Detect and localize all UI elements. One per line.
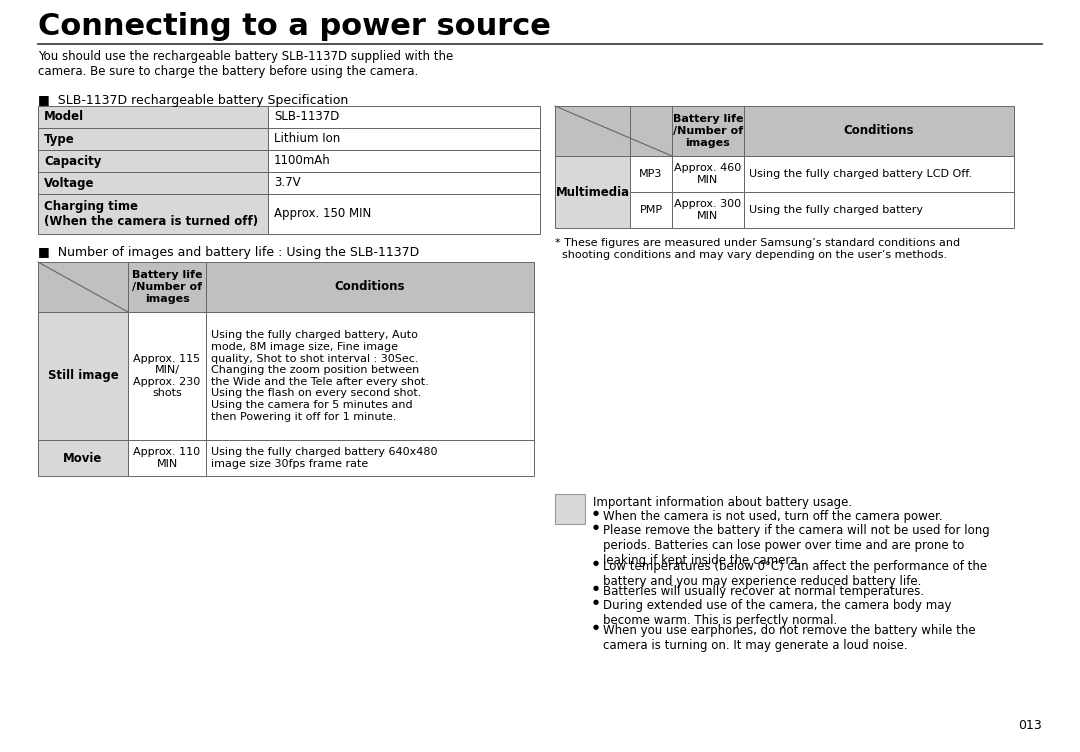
Text: ■  SLB-1137D rechargeable battery Specification: ■ SLB-1137D rechargeable battery Specifi… (38, 94, 348, 107)
Bar (206, 312, 534, 440)
Bar (268, 106, 540, 128)
Text: Approx. 460
MIN: Approx. 460 MIN (674, 163, 742, 185)
Text: Type: Type (44, 132, 75, 145)
Text: When the camera is not used, turn off the camera power.: When the camera is not used, turn off th… (603, 510, 943, 523)
Bar (38, 106, 268, 128)
Bar (555, 106, 630, 156)
Bar (744, 106, 1014, 156)
Bar (129, 312, 206, 440)
Text: Movie: Movie (64, 451, 103, 465)
Polygon shape (561, 502, 580, 519)
Text: Please remove the battery if the camera will not be used for long
periods. Batte: Please remove the battery if the camera … (603, 524, 989, 567)
Text: ●: ● (593, 524, 599, 530)
Bar (206, 440, 534, 476)
Bar (672, 106, 744, 156)
Bar (268, 150, 540, 172)
Text: MP3: MP3 (639, 169, 663, 179)
Text: * These figures are measured under Samsung’s standard conditions and
  shooting : * These figures are measured under Samsu… (555, 238, 960, 259)
Text: During extended use of the camera, the camera body may
become warm. This is perf: During extended use of the camera, the c… (603, 599, 951, 627)
Text: Batteries will usually recover at normal temperatures.: Batteries will usually recover at normal… (603, 585, 924, 598)
Bar (129, 262, 206, 312)
Bar (268, 128, 540, 150)
Text: Approx. 300
MIN: Approx. 300 MIN (674, 199, 742, 221)
Text: SLB-1137D: SLB-1137D (274, 111, 339, 123)
Text: Using the fully charged battery, Auto
mode, 8M image size, Fine image
quality, S: Using the fully charged battery, Auto mo… (211, 330, 429, 422)
Text: Using the fully charged battery: Using the fully charged battery (750, 205, 923, 215)
Bar (38, 128, 268, 150)
Text: Important information about battery usage.: Important information about battery usag… (593, 496, 852, 509)
Bar (268, 194, 540, 234)
Text: 3.7V: 3.7V (274, 177, 300, 190)
Text: Still image: Still image (48, 369, 119, 383)
Bar (555, 494, 585, 524)
Text: Approx. 150 MIN: Approx. 150 MIN (274, 208, 372, 220)
Text: 013: 013 (1018, 719, 1042, 732)
Bar (38, 150, 268, 172)
Text: ●: ● (593, 599, 599, 605)
Text: Battery life
/Number of
images: Battery life /Number of images (132, 271, 202, 304)
Bar (672, 192, 744, 228)
Bar (38, 312, 129, 440)
Bar (744, 156, 1014, 192)
Text: ●: ● (593, 585, 599, 591)
Bar (38, 194, 268, 234)
Text: ●: ● (593, 510, 599, 516)
Bar (38, 262, 129, 312)
Bar (630, 156, 672, 192)
Text: Lithium Ion: Lithium Ion (274, 132, 340, 145)
Text: Voltage: Voltage (44, 177, 95, 190)
Text: ●: ● (593, 624, 599, 630)
Text: Connecting to a power source: Connecting to a power source (38, 12, 551, 41)
Text: Conditions: Conditions (335, 280, 405, 293)
Bar (630, 192, 672, 228)
Text: PMP: PMP (639, 205, 662, 215)
Text: When you use earphones, do not remove the battery while the
camera is turning on: When you use earphones, do not remove th… (603, 624, 975, 652)
Text: ●: ● (593, 560, 599, 566)
Text: You should use the rechargeable battery SLB-1137D supplied with the
camera. Be s: You should use the rechargeable battery … (38, 50, 454, 78)
Bar (206, 262, 534, 312)
Bar (268, 172, 540, 194)
Text: Approx. 115
MIN/
Approx. 230
shots: Approx. 115 MIN/ Approx. 230 shots (133, 353, 201, 399)
Text: Using the fully charged battery LCD Off.: Using the fully charged battery LCD Off. (750, 169, 972, 179)
Text: Multimedia: Multimedia (555, 186, 630, 199)
Bar (555, 156, 630, 228)
Bar (38, 172, 268, 194)
Text: ■  Number of images and battery life : Using the SLB-1137D: ■ Number of images and battery life : Us… (38, 246, 419, 259)
Text: Low temperatures (below 0°C) can affect the performance of the
battery and you m: Low temperatures (below 0°C) can affect … (603, 560, 987, 588)
Text: 1100mAh: 1100mAh (274, 154, 330, 168)
Text: Model: Model (44, 111, 84, 123)
Bar (38, 440, 129, 476)
Text: Approx. 110
MIN: Approx. 110 MIN (134, 447, 201, 468)
Text: Using the fully charged battery 640x480
image size 30fps frame rate: Using the fully charged battery 640x480 … (211, 447, 437, 468)
Text: Conditions: Conditions (843, 125, 915, 138)
Text: Capacity: Capacity (44, 154, 102, 168)
Bar (744, 192, 1014, 228)
Text: Charging time
(When the camera is turned off): Charging time (When the camera is turned… (44, 200, 258, 228)
Bar (630, 106, 672, 156)
Text: Battery life
/Number of
images: Battery life /Number of images (673, 114, 743, 147)
Bar (672, 156, 744, 192)
Bar (129, 440, 206, 476)
